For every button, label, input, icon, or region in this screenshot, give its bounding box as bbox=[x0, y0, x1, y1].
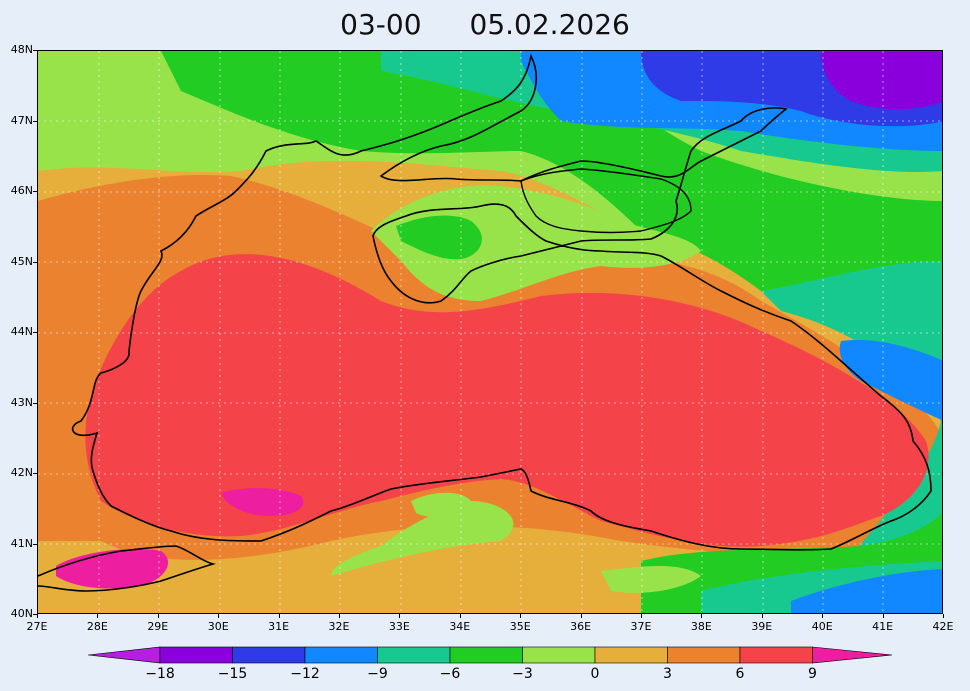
colorbar-swatch bbox=[449, 646, 523, 664]
lat-tick bbox=[33, 50, 37, 51]
colorbar-swatch bbox=[159, 646, 233, 664]
temperature-map bbox=[38, 51, 942, 613]
lon-tick bbox=[37, 614, 38, 618]
field-lime-south2 bbox=[601, 566, 701, 593]
lon-tick-label: 37E bbox=[630, 620, 652, 633]
lon-tick-label: 30E bbox=[207, 620, 229, 633]
colorbar-swatch bbox=[739, 646, 813, 664]
colorbar-label: −3 bbox=[512, 666, 533, 682]
lon-tick bbox=[520, 614, 522, 618]
colorbar-label: −15 bbox=[217, 666, 248, 682]
lat-tick-label: 41N bbox=[10, 536, 33, 550]
colorbar-swatch bbox=[232, 646, 306, 664]
lon-tick bbox=[157, 614, 159, 618]
lon-tick-label: 32E bbox=[328, 620, 350, 633]
lat-tick-label: 48N bbox=[10, 43, 33, 56]
lat-tick-label: 46N bbox=[10, 184, 33, 197]
lon-tick bbox=[399, 614, 401, 618]
field-lime-crimea bbox=[371, 185, 701, 301]
colorbar-lower-arrow bbox=[88, 646, 161, 664]
field-green-crimea bbox=[396, 215, 482, 260]
lon-tick bbox=[218, 614, 220, 618]
lon-tick bbox=[882, 614, 884, 618]
lat-tick bbox=[33, 191, 37, 192]
lon-tick-label: 28E bbox=[86, 620, 108, 633]
chart-title: 03-00 05.02.2026 bbox=[0, 4, 970, 44]
colorbar bbox=[88, 646, 893, 664]
colorbar-label: −9 bbox=[367, 666, 388, 682]
lon-tick-label: 27E bbox=[26, 620, 48, 633]
colorbar-label: −18 bbox=[145, 666, 175, 682]
lat-tick-label: 45N bbox=[10, 254, 33, 268]
lon-tick bbox=[339, 614, 340, 618]
colorbar-label: 6 bbox=[735, 666, 745, 682]
lon-tick-label: 36E bbox=[570, 620, 592, 633]
lat-tick-label: 44N bbox=[10, 325, 33, 338]
lon-tick-label: 35E bbox=[509, 620, 531, 633]
colorbar-swatch bbox=[377, 646, 451, 664]
forecast-hour: 03-00 bbox=[340, 7, 422, 41]
lon-tick-label: 39E bbox=[751, 620, 773, 633]
colorbar-label: 9 bbox=[808, 666, 817, 682]
forecast-date: 05.02.2026 bbox=[469, 7, 630, 41]
lon-tick bbox=[701, 614, 703, 618]
field-magenta-central bbox=[221, 488, 304, 516]
field-purple-northeast bbox=[821, 51, 942, 110]
lon-tick-label: 31E bbox=[268, 620, 290, 633]
lon-tick-label: 40E bbox=[811, 620, 833, 633]
lat-tick bbox=[33, 332, 37, 333]
grid-lines bbox=[38, 51, 942, 613]
colorbar-upper-arrow bbox=[812, 646, 893, 664]
lat-tick bbox=[33, 261, 37, 263]
lat-tick-label: 43N bbox=[10, 395, 33, 409]
lat-tick bbox=[33, 402, 37, 404]
lat-tick bbox=[33, 543, 37, 545]
map-panel bbox=[37, 50, 943, 614]
lon-tick bbox=[641, 614, 642, 618]
lat-tick bbox=[33, 614, 37, 615]
field-lime-west bbox=[411, 492, 471, 517]
coastline-marmara bbox=[38, 545, 217, 592]
lat-tick-label: 47N bbox=[10, 113, 33, 127]
colorbar-label: −6 bbox=[439, 666, 461, 682]
field-blue-southeast bbox=[791, 569, 942, 613]
colorbar-label: 3 bbox=[663, 666, 672, 682]
lon-tick-label: 29E bbox=[147, 620, 169, 633]
lon-tick bbox=[278, 614, 280, 618]
colorbar-swatch bbox=[594, 646, 668, 664]
colorbar-swatch bbox=[304, 646, 378, 664]
lat-tick bbox=[33, 473, 37, 474]
lon-tick bbox=[761, 614, 763, 618]
colorbar-swatch bbox=[522, 646, 596, 664]
lat-tick-label: 40N bbox=[10, 607, 33, 620]
lon-tick-label: 38E bbox=[690, 620, 712, 633]
colorbar-label: −12 bbox=[290, 666, 320, 682]
lon-tick bbox=[822, 614, 824, 618]
lon-tick-label: 42E bbox=[932, 620, 954, 633]
field-blue-east bbox=[839, 340, 942, 421]
lon-tick bbox=[459, 614, 461, 618]
field-lime-south bbox=[331, 501, 514, 576]
colorbar-label: 0 bbox=[590, 666, 600, 682]
lon-tick bbox=[943, 614, 944, 618]
coastline-azov bbox=[520, 168, 692, 234]
lon-tick-label: 41E bbox=[872, 620, 894, 633]
lat-tick-label: 42N bbox=[10, 466, 33, 479]
lon-tick bbox=[580, 614, 582, 618]
lon-tick-label: 34E bbox=[449, 620, 471, 633]
lat-tick bbox=[33, 120, 37, 122]
lon-tick bbox=[97, 614, 99, 618]
lon-tick-label: 33E bbox=[388, 620, 410, 633]
coastline-black-sea bbox=[71, 53, 932, 551]
colorbar-swatch bbox=[667, 646, 741, 664]
